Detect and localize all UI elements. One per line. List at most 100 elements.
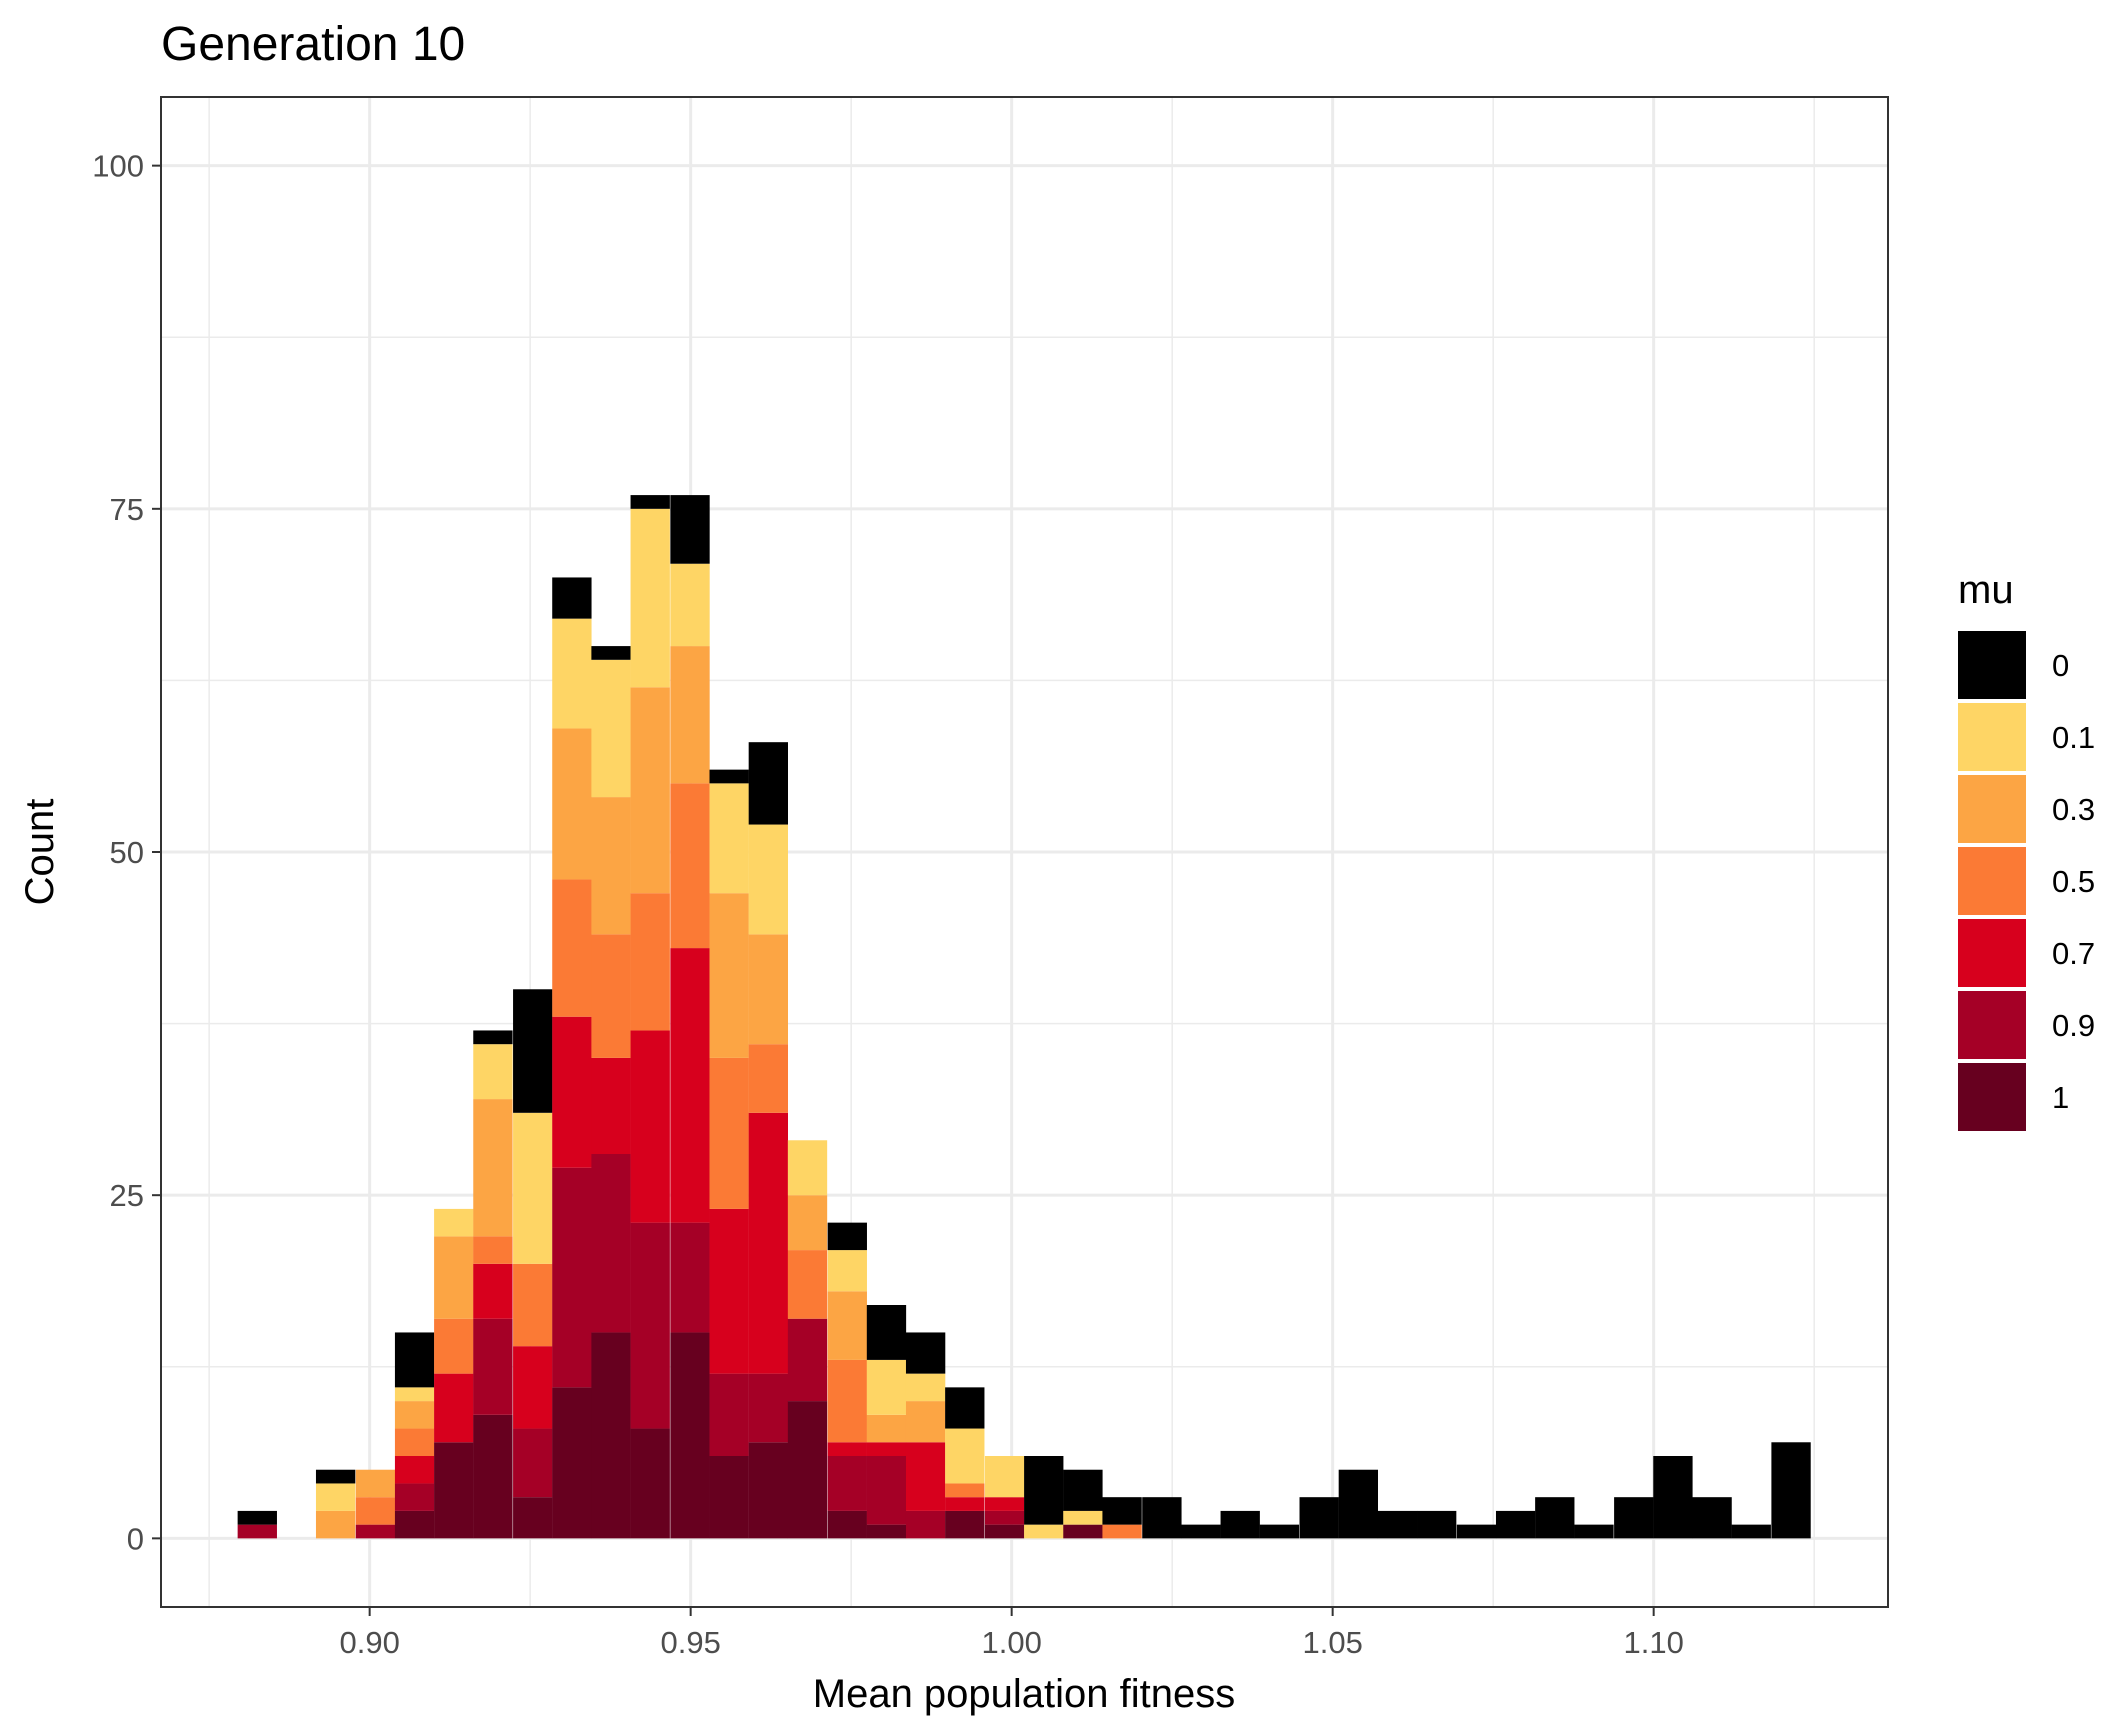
histogram-bar-mu-0 bbox=[1574, 1524, 1614, 1539]
histogram-bar-mu-0.9 bbox=[905, 1510, 946, 1539]
gridlines bbox=[161, 97, 1888, 1607]
histogram-bar-mu-0.9 bbox=[394, 1483, 435, 1511]
histogram-bar-mu-0.7 bbox=[984, 1497, 1025, 1511]
histogram-bar-mu-0.3 bbox=[591, 797, 631, 935]
histogram-bar-mu-0.1 bbox=[748, 824, 789, 935]
histogram-bar-mu-0 bbox=[591, 646, 631, 660]
histogram-bar-mu-0.3 bbox=[709, 893, 749, 1058]
legend-key-mu-0.9 bbox=[1958, 991, 2026, 1059]
histogram-bar-mu-0.7 bbox=[827, 1442, 867, 1456]
histogram-bar-mu-0 bbox=[315, 1469, 356, 1484]
histogram-bar-mu-0.7 bbox=[394, 1456, 435, 1484]
histogram-bar-mu-0.5 bbox=[473, 1236, 513, 1264]
histogram-bar-mu-0 bbox=[1102, 1497, 1142, 1525]
y-axis: 0 25 50 75 100 bbox=[92, 149, 161, 1556]
histogram-bar-mu-0 bbox=[945, 1387, 985, 1429]
histogram-bar-mu-0 bbox=[1377, 1510, 1418, 1539]
histogram-bar-mu-0.5 bbox=[787, 1250, 828, 1319]
histogram-bar-mu-0 bbox=[1299, 1497, 1339, 1539]
histogram-bar-mu-0.5 bbox=[394, 1428, 435, 1456]
histogram-bar-mu-0.7 bbox=[513, 1346, 553, 1429]
histogram-bar-mu-0.5 bbox=[630, 893, 670, 1031]
histogram-bar-mu-0.1 bbox=[827, 1250, 867, 1292]
histogram-bar-mu-1 bbox=[670, 1332, 710, 1539]
histogram-bar-mu-0.3 bbox=[787, 1195, 828, 1251]
histogram-bar-mu-0.1 bbox=[905, 1373, 946, 1402]
chart-title: Generation 10 bbox=[161, 18, 465, 71]
legend-key-mu-1 bbox=[1958, 1063, 2026, 1131]
histogram-bar-mu-0 bbox=[1063, 1469, 1103, 1511]
histogram-bar-mu-0.3 bbox=[315, 1510, 356, 1539]
histogram-bar-mu-0 bbox=[1495, 1510, 1536, 1539]
histogram-bar-mu-0 bbox=[1771, 1442, 1811, 1539]
histogram-bar-mu-0.1 bbox=[709, 783, 749, 894]
histogram-bar-mu-1 bbox=[473, 1414, 513, 1539]
histogram-bar-mu-0.9 bbox=[670, 1222, 710, 1333]
histogram-bar-mu-0.1 bbox=[591, 659, 631, 798]
histogram-bar-mu-0.9 bbox=[787, 1318, 828, 1402]
histogram-bar-mu-0 bbox=[1142, 1497, 1182, 1539]
histogram-bar-mu-0.3 bbox=[552, 728, 592, 880]
bars bbox=[237, 495, 1811, 1539]
histogram-bar-mu-0.1 bbox=[630, 508, 670, 688]
histogram-bar-mu-0.7 bbox=[630, 1030, 670, 1223]
histogram-bar-mu-0 bbox=[1614, 1497, 1654, 1539]
histogram-bar-mu-0.9 bbox=[827, 1456, 867, 1511]
legend-title: mu bbox=[1958, 568, 2014, 612]
legend-label: 0.5 bbox=[2052, 864, 2095, 899]
histogram-bar-mu-0.1 bbox=[945, 1428, 985, 1484]
histogram-bar-mu-0.5 bbox=[827, 1359, 867, 1443]
histogram-bar-mu-0 bbox=[473, 1030, 513, 1045]
histogram-bar-mu-0.9 bbox=[552, 1167, 592, 1388]
legend-label: 1 bbox=[2052, 1080, 2069, 1115]
histogram-bar-mu-1 bbox=[827, 1510, 867, 1539]
x-tick-label: 1.05 bbox=[1302, 1625, 1362, 1660]
histogram-bar-mu-0 bbox=[513, 989, 553, 1113]
legend-label: 0.7 bbox=[2052, 936, 2095, 971]
histogram-bar-mu-1 bbox=[866, 1524, 907, 1539]
histogram-bar-mu-0.5 bbox=[513, 1263, 553, 1347]
histogram-bar-mu-0.7 bbox=[552, 1016, 592, 1168]
y-tick-label: 50 bbox=[110, 835, 144, 870]
histogram-bar-mu-0 bbox=[1338, 1469, 1379, 1539]
histogram-bar-mu-0 bbox=[1024, 1456, 1064, 1525]
histogram-bar-mu-0.7 bbox=[434, 1373, 474, 1443]
histogram-bar-mu-0.3 bbox=[355, 1469, 396, 1498]
histogram-bar-mu-0 bbox=[552, 577, 592, 619]
histogram-bar-mu-0 bbox=[827, 1222, 867, 1251]
histogram-bar-mu-0 bbox=[1417, 1510, 1457, 1539]
histogram-bar-mu-0.1 bbox=[473, 1044, 513, 1100]
histogram-bar-mu-0.7 bbox=[945, 1497, 985, 1511]
histogram-bar-mu-0.9 bbox=[473, 1318, 513, 1415]
legend-key-mu-0.5 bbox=[1958, 847, 2026, 915]
histogram-bar-mu-0.3 bbox=[748, 934, 789, 1045]
histogram-bar-mu-0.7 bbox=[591, 1057, 631, 1154]
histogram-bar-mu-0.7 bbox=[905, 1442, 946, 1511]
histogram-bar-mu-1 bbox=[787, 1401, 828, 1539]
legend: mu 0 0.1 0.3 0.5 0.7 0.9 1 bbox=[1958, 568, 2095, 1131]
histogram-bar-mu-0 bbox=[394, 1332, 435, 1388]
histogram-bar-mu-0.3 bbox=[630, 687, 670, 894]
histogram-bar-mu-1 bbox=[434, 1442, 474, 1539]
legend-key-mu-0 bbox=[1958, 631, 2026, 699]
histogram-bar-mu-0 bbox=[1259, 1524, 1300, 1539]
legend-key-mu-0.7 bbox=[1958, 919, 2026, 987]
x-axis-title: Mean population fitness bbox=[813, 1672, 1236, 1716]
histogram-bar-mu-0 bbox=[748, 742, 789, 825]
histogram-bar-mu-0.9 bbox=[984, 1510, 1025, 1525]
histogram-bar-mu-0 bbox=[237, 1510, 277, 1525]
legend-label: 0.1 bbox=[2052, 720, 2095, 755]
y-tick-label: 25 bbox=[110, 1178, 144, 1213]
histogram-bar-mu-1 bbox=[552, 1387, 592, 1539]
x-tick-label: 1.10 bbox=[1623, 1625, 1683, 1660]
histogram-bar-mu-1 bbox=[1063, 1524, 1103, 1539]
histogram-bar-mu-0.5 bbox=[748, 1044, 789, 1113]
histogram-bar-mu-0.1 bbox=[866, 1359, 907, 1415]
x-tick-label: 1.00 bbox=[981, 1625, 1041, 1660]
histogram-bar-mu-0 bbox=[866, 1305, 907, 1360]
histogram-bar-mu-0.9 bbox=[866, 1456, 907, 1525]
histogram-bar-mu-0.1 bbox=[1063, 1510, 1103, 1525]
histogram-bar-mu-0.9 bbox=[513, 1428, 553, 1498]
histogram-bar-mu-0.3 bbox=[827, 1291, 867, 1360]
